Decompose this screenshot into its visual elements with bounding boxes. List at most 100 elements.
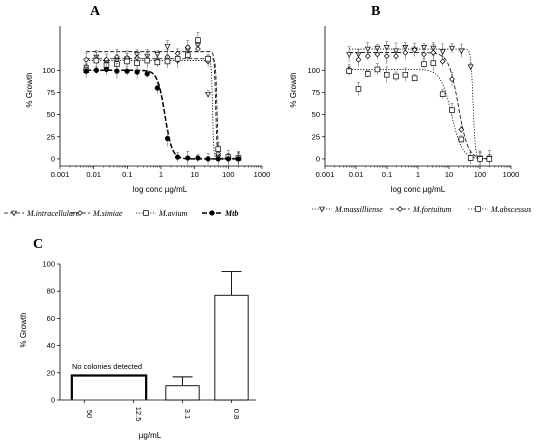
y-tick-label: 40 — [47, 341, 55, 350]
no-colonies-bracket — [70, 374, 148, 400]
data-point-mtb — [195, 155, 201, 161]
data-point-m-avium — [195, 37, 201, 43]
panel-a-curves — [86, 51, 239, 160]
data-point-m-avium — [215, 146, 221, 152]
data-point-mtb — [225, 156, 231, 162]
panel-b-letter: B — [371, 4, 380, 19]
data-point-m-massilliense — [458, 48, 465, 55]
legend-item-mtb: Mtb — [202, 209, 238, 218]
x-tick-label: 3.1 — [183, 409, 192, 419]
legend-item-m-avium: M.avium — [136, 209, 187, 218]
data-point-mtb — [235, 156, 242, 162]
legend-label: M.abscessus — [490, 205, 531, 214]
legend-label: Mtb — [224, 209, 238, 218]
panel-c-letter: C — [33, 237, 43, 252]
data-point-m-simiae — [195, 46, 201, 52]
data-point-m-intracellulare — [205, 91, 212, 98]
data-point-m-abscessus — [383, 71, 390, 78]
x-tick-label: 1 — [416, 170, 420, 179]
legend-label: M.simiae — [92, 209, 123, 218]
data-point-m-fortuitum — [383, 53, 390, 60]
data-point-m-fortuitum — [449, 76, 455, 83]
data-point-m-massilliense — [383, 44, 390, 51]
fit-curve-m-fortuitum — [349, 52, 490, 160]
x-tick-label: 100 — [474, 170, 487, 179]
legend-item-m-intracellulare: M.intracellulare — [4, 209, 80, 218]
data-point-m-abscessus — [402, 71, 409, 78]
panel-a-ylabel: % Growth — [25, 72, 34, 107]
data-point-m-avium — [154, 59, 161, 66]
data-point-mtb — [93, 67, 99, 73]
legend-marker — [319, 206, 325, 213]
y-tick-label: 25 — [47, 132, 55, 141]
x-tick-label: 0.8 — [232, 409, 241, 419]
legend-marker — [397, 206, 403, 212]
x-tick-label: 100 — [222, 170, 235, 179]
data-point-m-abscessus — [439, 91, 446, 97]
data-point-m-avium — [124, 58, 130, 65]
data-point-m-abscessus — [346, 68, 352, 74]
x-tick-label: 12.5 — [134, 407, 143, 422]
x-tick-label: 50 — [85, 410, 94, 418]
x-tick-label: 0.01 — [86, 170, 101, 179]
data-point-m-avium — [174, 56, 181, 62]
data-point-m-massilliense — [346, 52, 353, 58]
panel-b-curves — [349, 48, 490, 160]
legend-marker — [11, 210, 17, 217]
data-point-m-fortuitum — [411, 47, 418, 53]
bar-0-8 — [214, 294, 249, 401]
data-point-m-fortuitum — [402, 49, 409, 56]
y-tick-label: 50 — [312, 110, 320, 119]
data-point-m-abscessus — [355, 86, 362, 92]
x-tick-label: 0.001 — [51, 170, 70, 179]
y-tick-label: 100 — [42, 260, 55, 269]
data-point-m-massilliense — [439, 49, 446, 56]
data-point-m-massilliense — [364, 46, 371, 53]
panel-a-axes: 0 25 50 75 100 0.001 0.01 0.1 1 10 100 1000 — [42, 26, 270, 179]
y-tick-label: 80 — [47, 287, 55, 296]
data-point-mtb — [134, 69, 140, 75]
fit-curve-m-simiae — [86, 58, 239, 160]
legend-item-m-fortuitum: M.fortuitum — [390, 205, 452, 214]
panel-a-points — [83, 32, 242, 167]
data-point-m-abscessus — [458, 136, 465, 143]
data-point-m-avium — [93, 57, 100, 64]
fit-curve-mtb — [86, 69, 239, 160]
data-point-m-avium — [185, 52, 191, 58]
panel-c-xlabel: µg/mL — [139, 431, 162, 440]
x-tick-label: 10 — [190, 170, 198, 179]
panel-b-points — [346, 41, 493, 167]
data-point-mtb — [114, 68, 120, 74]
data-point-m-abscessus — [421, 61, 427, 67]
fit-curve-m-intracellulare — [86, 51, 239, 160]
legend-label: M.intracellulare — [26, 209, 80, 218]
panel-a-chart: A % Growth log conc µg/mL 0 25 50 75 100 0.00… — [25, 4, 270, 194]
x-tick-label: 0.1 — [382, 170, 392, 179]
legend-item-m-massilliense: M.massilliense — [312, 205, 383, 214]
panel-b-legend: M.massilliense M.fortuitum M.abscessus — [312, 205, 531, 214]
data-point-m-abscessus — [486, 156, 493, 162]
y-tick-label: 0 — [51, 154, 55, 163]
fit-curve-m-abscessus — [349, 69, 490, 160]
panel-b-ylabel: % Growth — [289, 72, 298, 107]
y-tick-label: 75 — [47, 88, 55, 97]
x-tick-label: 1000 — [254, 170, 271, 179]
x-tick-label: 0.01 — [349, 170, 364, 179]
fit-curve-m-avium — [86, 60, 239, 159]
data-point-mtb — [154, 85, 161, 91]
data-point-m-abscessus — [467, 155, 474, 161]
data-point-m-fortuitum — [439, 58, 446, 65]
data-point-m-fortuitum — [421, 51, 427, 58]
data-point-mtb — [174, 154, 181, 160]
data-point-m-fortuitum — [374, 51, 381, 58]
data-point-m-avium — [134, 60, 140, 66]
data-point-m-abscessus — [430, 60, 437, 66]
y-tick-label: 0 — [316, 154, 320, 163]
legend-marker — [475, 206, 481, 212]
y-tick-label: 100 — [307, 66, 320, 75]
data-point-m-massilliense — [467, 64, 474, 71]
x-tick-label: 10 — [445, 170, 453, 179]
legend-label: M.fortuitum — [412, 205, 452, 214]
panel-a-legend: M.intracellulare M.simiae M.avium Mtb — [4, 209, 238, 218]
data-point-m-massilliense — [421, 44, 427, 51]
